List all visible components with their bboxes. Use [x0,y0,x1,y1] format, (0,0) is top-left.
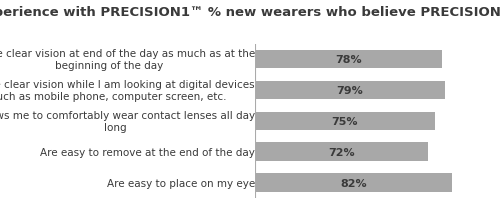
Text: Provide clear vision while I am looking at digital devices
such as mobile phone,: Provide clear vision while I am looking … [0,80,255,101]
Text: 79%: 79% [336,85,363,96]
Bar [255,50,442,69]
Text: Are easy to remove at the end of the day: Are easy to remove at the end of the day [40,147,255,157]
Bar [255,173,452,192]
Text: 78%: 78% [335,55,362,65]
Bar [255,112,435,130]
Text: Allows me to comfortably wear contact lenses all day
long: Allows me to comfortably wear contact le… [0,110,255,132]
Bar [255,81,444,100]
Text: Provide clear vision at end of the day as much as at the
beginning of the day: Provide clear vision at end of the day a… [0,49,255,70]
Bar [255,143,428,161]
Text: Are easy to place on my eye: Are easy to place on my eye [106,178,255,188]
Text: 72%: 72% [328,147,354,157]
Text: 82%: 82% [340,178,366,188]
Text: 75%: 75% [332,116,358,126]
Text: Experience with PRECISION1™ % new wearers who believe PRECISION1™: Experience with PRECISION1™ % new wearer… [0,6,500,19]
